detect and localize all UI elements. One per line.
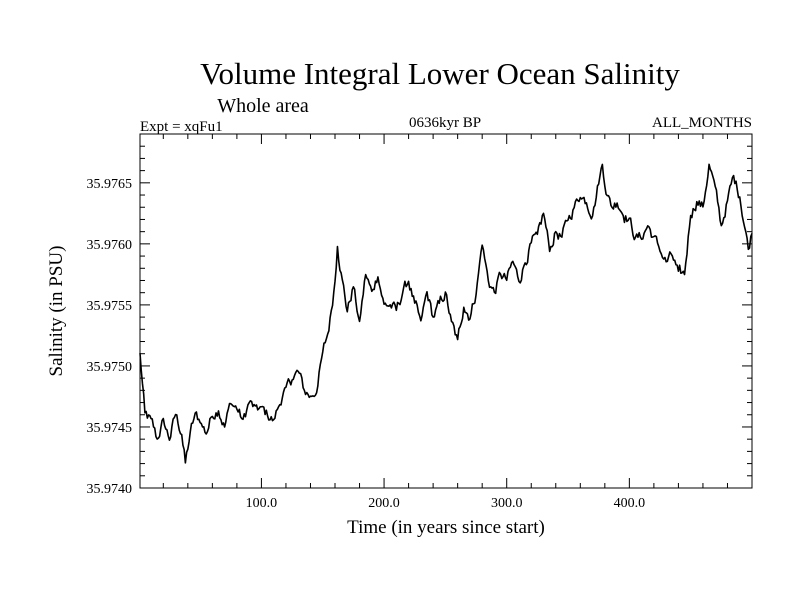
- experiment-label: Expt = xqFu1: [140, 119, 223, 135]
- y-tick-label: 35.9765: [87, 177, 133, 192]
- y-tick-labels: 35.9740 35.9745 35.9750 35.9755 35.9760 35.97…: [87, 177, 133, 497]
- x-axis-label: Time (in years since start): [347, 517, 545, 538]
- chart-subtitle: Whole area: [217, 95, 309, 117]
- months-label: ALL_MONTHS: [652, 115, 752, 131]
- y-tick-label: 35.9760: [87, 238, 133, 253]
- y-axis-label: Salinity (in PSU): [46, 246, 67, 377]
- axis-ticks: [140, 134, 752, 488]
- chart-title: Volume Integral Lower Ocean Salinity: [200, 56, 680, 91]
- salinity-series-line: [139, 163, 753, 464]
- x-tick-label: 200.0: [368, 496, 400, 511]
- x-tick-labels: 100.0 200.0 300.0 400.0: [246, 496, 645, 511]
- plot-frame: [139, 133, 753, 489]
- x-tick-label: 100.0: [246, 496, 278, 511]
- y-tick-label: 35.9755: [87, 299, 133, 314]
- y-tick-label: 35.9745: [87, 421, 133, 436]
- x-tick-label: 300.0: [491, 496, 523, 511]
- y-tick-label: 35.9740: [87, 482, 133, 497]
- x-tick-label: 400.0: [614, 496, 646, 511]
- period-label: 0636kyr BP: [409, 115, 481, 131]
- y-tick-label: 35.9750: [87, 360, 133, 375]
